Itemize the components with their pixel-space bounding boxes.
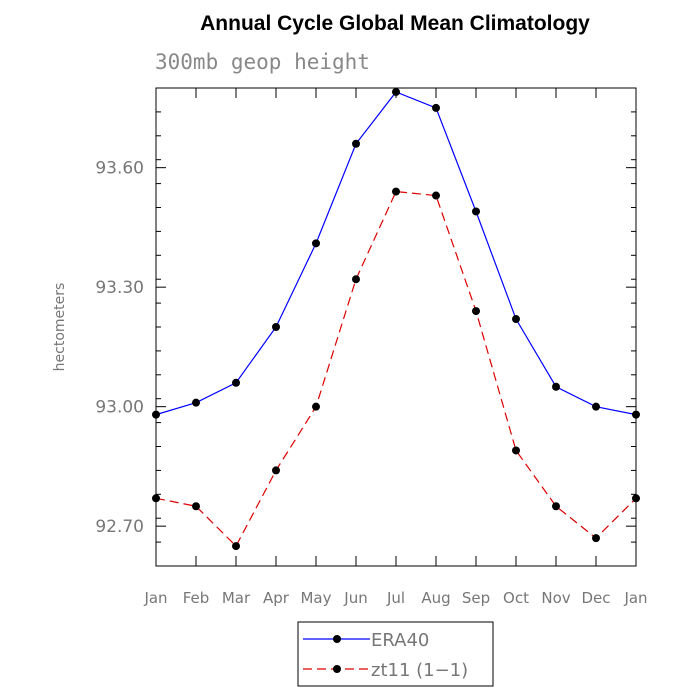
y-axis-label: hectometers [52,283,68,372]
series-2-point [352,275,360,284]
y-tick-label: 93.60 [95,159,144,179]
y-tick-label: 92.70 [95,517,144,537]
axis-ticks: 92.70 93.00 93.30 93.60 Jan Feb Mar Apr May Jun Ju… [95,88,648,607]
series-2-point [152,494,160,503]
series-2-point [272,466,280,475]
series-1-point [632,410,640,419]
x-tick-label: Oct [503,589,529,607]
legend-box [297,621,494,687]
x-tick-label: May [300,589,331,607]
legend-items: ERA40 zt11 (1−1) [303,630,468,681]
chart-title: Annual Cycle Global Mean Climatology [200,12,590,35]
plot-frame [155,87,637,567]
y-tick-label: 93.00 [95,398,144,418]
series-2-point [192,502,200,511]
series-2-point [592,534,600,543]
series-1-point [552,382,560,391]
series-2-point [632,494,640,503]
x-tick-label: Jan [623,589,647,607]
x-tick-label: Aug [421,589,450,607]
legend-label-2: zt11 (1−1) [371,660,468,681]
series-2-point [472,307,480,316]
series-group [152,87,640,551]
x-tick-label: Apr [263,589,290,607]
series-line-2 [155,190,637,548]
x-tick-label: Jul [386,589,405,607]
x-tick-label: Dec [581,589,610,607]
y-tick-label: 93.30 [95,278,144,298]
chart-subtitle: 300mb geop height [155,50,370,74]
legend-marker-1 [333,635,341,643]
x-tick-label: Sep [462,589,490,607]
series-2-point [432,191,440,200]
x-tick-label: Jan [143,589,167,607]
x-tick-label: Nov [541,589,570,607]
series-1-point [312,239,320,248]
series-2-point [312,402,320,411]
series-1-point [232,378,240,387]
x-tick-label: Mar [222,589,251,607]
legend: ERA40 zt11 (1−1) [297,621,494,687]
series-1-point [392,87,400,96]
series-line-1 [155,91,637,416]
series-1-point [272,323,280,331]
x-tick-label: Feb [183,589,210,607]
series-2-point [232,542,240,551]
series-1-point [152,410,160,419]
legend-marker-2 [333,665,341,673]
series-1-point [352,139,360,148]
series-2-point [552,502,560,511]
series-2-point [392,187,400,196]
series-1-point [592,402,600,411]
series-1-point [512,315,520,324]
series-1-point [432,103,440,112]
series-1-point [192,398,200,407]
series-2-point [512,446,520,455]
x-tick-label: Jun [343,589,367,607]
series-1-point [472,207,480,216]
legend-label-1: ERA40 [371,630,429,651]
